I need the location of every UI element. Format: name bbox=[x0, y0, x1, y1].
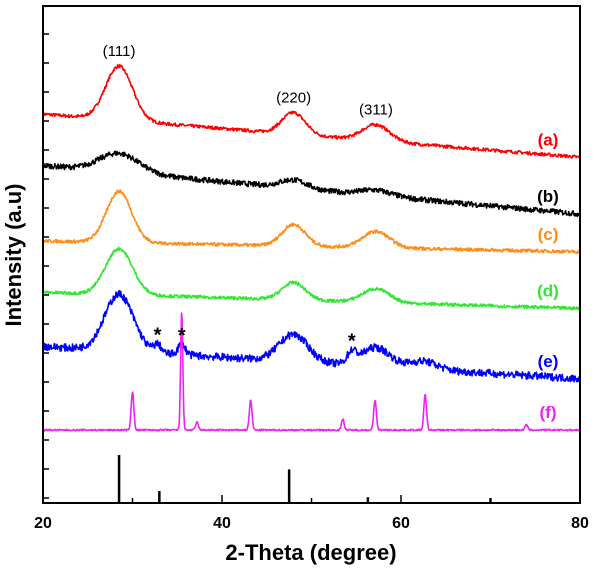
impurity-marker: * bbox=[178, 325, 186, 347]
x-tick-label: 40 bbox=[213, 515, 231, 532]
peak-label: (220) bbox=[276, 90, 311, 107]
series-line-3 bbox=[42, 246, 581, 311]
series-line-1 bbox=[42, 150, 581, 218]
series-label: (b) bbox=[537, 187, 559, 206]
impurity-markers: * * * bbox=[154, 325, 356, 353]
x-axis-label: 2-Theta (degree) bbox=[225, 540, 396, 565]
x-tick-label: 60 bbox=[392, 515, 410, 532]
series-label: (a) bbox=[538, 130, 559, 149]
peak-label: (311) bbox=[359, 102, 393, 119]
series-label: (c) bbox=[538, 225, 559, 244]
x-tick-labels: 20 40 60 80 bbox=[34, 515, 589, 532]
impurity-marker: * bbox=[154, 325, 162, 347]
series-curves bbox=[42, 64, 581, 432]
series-line-5 bbox=[42, 312, 581, 432]
series-label: (e) bbox=[538, 352, 559, 371]
series-line-2 bbox=[42, 189, 581, 255]
x-tick-label: 20 bbox=[34, 515, 52, 532]
y-axis-label: Intensity (a.u) bbox=[1, 183, 26, 326]
series-label: (d) bbox=[537, 282, 559, 301]
series-line-4 bbox=[42, 290, 581, 383]
peak-label: (111) bbox=[103, 43, 136, 60]
x-tick-label: 80 bbox=[571, 515, 589, 532]
impurity-marker: * bbox=[348, 331, 356, 353]
y-axis-ticks bbox=[43, 33, 49, 499]
series-label: (f) bbox=[540, 403, 557, 422]
peak-labels: (111) (220) (311) bbox=[103, 43, 393, 118]
series-line-0 bbox=[42, 64, 581, 159]
reference-pattern bbox=[117, 455, 492, 503]
plot-frame bbox=[42, 5, 581, 504]
x-axis-ticks bbox=[42, 495, 581, 503]
series-labels: (a) (b) (c) (d) (e) (f) bbox=[537, 130, 559, 422]
